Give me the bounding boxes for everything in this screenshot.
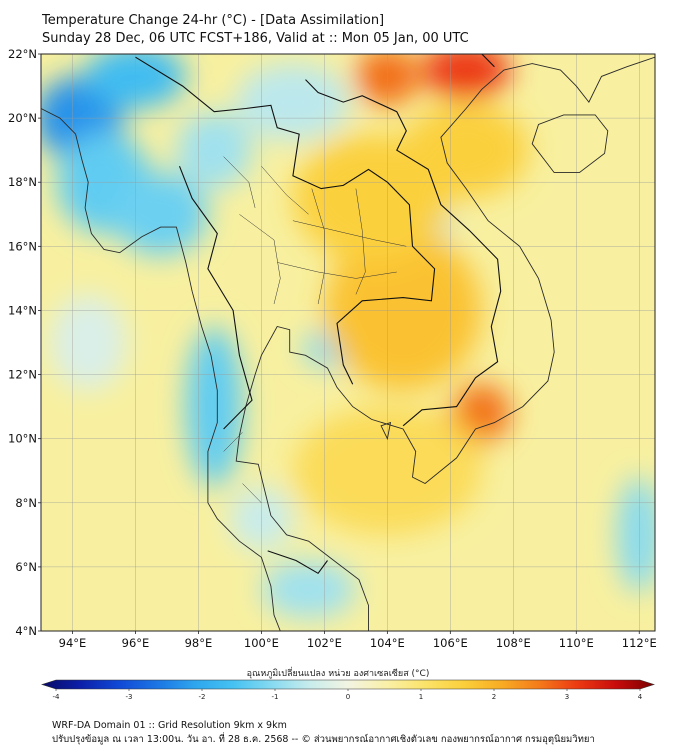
lat-tick-label: 6°N: [15, 560, 37, 574]
lat-tick-label: 8°N: [15, 496, 37, 510]
colorbar-tick-label: -2: [199, 693, 206, 701]
country-borders: [135, 54, 502, 575]
footer-model-info: WRF-DA Domain 01 :: Grid Resolution 9km …: [52, 720, 287, 731]
map-title: Temperature Change 24-hr (°C) - [Data As…: [42, 13, 385, 28]
lat-tick-label: 18°N: [8, 175, 37, 189]
colorbar-tick-label: 2: [492, 693, 496, 701]
lon-tick-label: 110°E: [559, 636, 594, 650]
colorbar-title: อุณหภูมิเปลี่ยนแปลง หน่วย องศาเซลเซียส (…: [246, 669, 430, 679]
country-border: [178, 165, 253, 430]
colorbar-tick-label: -4: [53, 693, 61, 701]
field-anomaly-blob: [261, 560, 356, 619]
field-anomaly-blob: [50, 294, 127, 391]
lat-tick-label: 22°N: [8, 47, 37, 61]
field-anomaly-blob: [113, 172, 208, 256]
coastlines: [41, 56, 655, 631]
lat-axis: 22°N 20°N 18°N 16°N 14°N 12°N 10°N 8°N 6°N 4°N: [8, 47, 41, 638]
province-border: [239, 214, 281, 305]
country-border: [135, 56, 436, 385]
footer-credit: ปรับปรุงข้อมูล ณ เวลา 13:00น. วัน อา. ที…: [52, 734, 595, 745]
coastline: [235, 56, 655, 631]
coastline: [41, 108, 281, 631]
lon-axis: 94°E 96°E 98°E 100°E 102°E 104°E 106°E 108°E 110…: [59, 631, 657, 650]
field-anomaly-blob: [403, 102, 530, 199]
colorbar-ticks: -4 -3 -2 -1 0 1 2 3 4: [53, 689, 643, 701]
field-anomaly-blob: [185, 326, 243, 487]
lat-tick-label: 14°N: [8, 303, 37, 317]
lon-tick-label: 112°E: [622, 636, 657, 650]
colorbar-tick-label: -1: [272, 693, 279, 701]
province-border: [223, 432, 243, 452]
field-anomaly-blob: [236, 63, 350, 141]
field-anomaly-blob: [617, 477, 655, 593]
field-anomaly-blob: [176, 111, 252, 189]
colorbar-tick-label: -3: [126, 693, 133, 701]
title-block: Temperature Change 24-hr (°C) - [Data As…: [42, 12, 469, 48]
lon-tick-label: 108°E: [496, 636, 531, 650]
province-border: [355, 188, 366, 295]
lon-tick-label: 106°E: [433, 636, 468, 650]
lat-tick-label: 16°N: [8, 239, 37, 253]
colorbar-tick-label: 4: [638, 693, 643, 701]
lat-tick-label: 12°N: [8, 368, 37, 382]
lon-tick-label: 96°E: [122, 636, 150, 650]
lat-tick-label: 20°N: [8, 111, 37, 125]
map-canvas: 22°N 20°N 18°N 16°N 14°N 12°N 10°N 8°N 6°N 4°N 94…: [8, 47, 657, 650]
lat-tick-label: 10°N: [8, 432, 37, 446]
lat-tick-label: 4°N: [15, 624, 37, 638]
colorbar-canvas: -4 -3 -2 -1 0 1 2 3 4: [41, 679, 655, 701]
lon-tick-label: 98°E: [185, 636, 213, 650]
province-border: [311, 188, 325, 305]
colorbar-tick-label: 1: [419, 693, 423, 701]
province-border: [242, 483, 262, 503]
colorbar: อุณหภูมิเปลี่ยนแปลง หน่วย องศาเซลเซียส (…: [0, 660, 676, 710]
colorbar-tick-label: 0: [346, 693, 350, 701]
field-anomaly-blob: [422, 54, 511, 99]
map-frame: [40, 53, 656, 632]
colorbar-tick-label: 3: [565, 693, 569, 701]
lon-tick-label: 100°E: [244, 636, 279, 650]
province-borders: [223, 156, 407, 503]
lon-tick-label: 104°E: [370, 636, 405, 650]
colorbar-bar: [41, 679, 655, 690]
island-outline: [531, 114, 609, 174]
map-subtitle: Sunday 28 Dec, 06 UTC FCST+186, Valid at…: [42, 31, 469, 46]
graticule: [41, 54, 655, 631]
footer: WRF-DA Domain 01 :: Grid Resolution 9km …: [52, 719, 595, 747]
island-outline: [380, 421, 392, 441]
country-border: [305, 79, 502, 427]
province-border: [223, 156, 256, 208]
lon-tick-label: 94°E: [59, 636, 87, 650]
map-panel: 22°N 20°N 18°N 16°N 14°N 12°N 10°N 8°N 6°N 4°N 94…: [8, 47, 657, 650]
province-border: [277, 262, 397, 279]
lon-tick-label: 102°E: [307, 636, 342, 650]
province-border: [292, 220, 407, 247]
country-border: [267, 550, 328, 575]
province-border: [261, 166, 309, 215]
